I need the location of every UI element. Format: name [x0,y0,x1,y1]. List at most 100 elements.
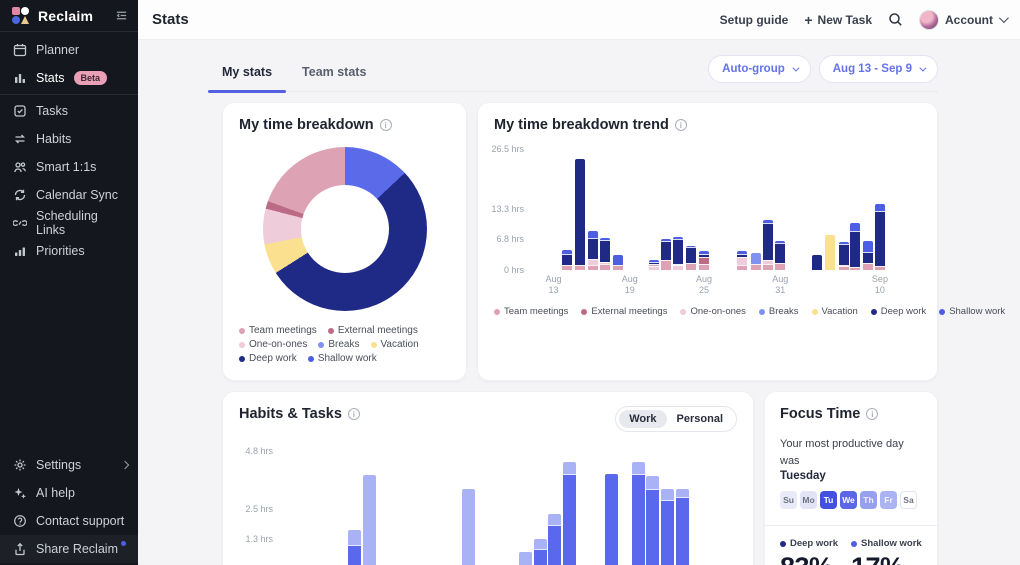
y-tick-label: 2.5 hrs [245,503,273,514]
info-icon[interactable]: i [379,119,392,131]
weekday-chip: Mo [800,491,817,509]
x-tick-label: Aug 25 [695,274,712,295]
chevron-down-icon [792,64,800,72]
stacked-bar [587,231,598,270]
toggle-option-personal[interactable]: Personal [676,413,723,425]
habit-segment [562,462,576,474]
sidebar-nav: Planner Stats Beta Tasks Habits Smart 1:… [0,32,138,265]
info-icon[interactable]: i [674,119,687,131]
deep-segment [811,254,822,270]
habits-chart: 4.8 hrs 2.5 hrs 1.3 hrs [239,438,737,565]
legend-item: Deep work [239,353,297,364]
collapse-sidebar-icon[interactable] [115,9,128,22]
legend-dot [811,308,818,315]
team-segment [574,265,585,270]
legend-dot [370,341,377,348]
stacked-bar [649,260,660,270]
shallow-segment [774,241,785,243]
setup-guide-link[interactable]: Setup guide [719,12,789,27]
new-task-button[interactable]: + New Task [804,12,872,28]
legend-dot [239,355,245,362]
shallow-segment [698,250,709,255]
one-segment [673,265,684,270]
card-title: My time breakdown [239,117,374,133]
divider [765,525,937,526]
card-title: Focus Time [780,406,861,422]
sidebar-item-smart-11s[interactable]: Smart 1:1s [0,153,138,181]
sidebar-item-tasks[interactable]: Tasks [0,97,138,125]
reclaim-logo [12,6,30,25]
task-segment [632,473,646,565]
toggle-option-work[interactable]: Work [619,410,667,428]
sidebar-item-contact-support[interactable]: Contact support [0,507,138,535]
account-menu[interactable]: Account [919,9,1009,30]
legend-dot [581,308,588,315]
y-tick-label: 6.8 hrs [496,233,524,244]
sidebar-item-ai-help[interactable]: AI help [0,479,138,507]
app-name: Reclaim [38,7,94,24]
notification-dot [120,541,126,546]
shallow-segment [863,240,874,253]
legend-item: One-on-ones [239,339,307,350]
one-segment [762,259,773,264]
sidebar-item-label: Calendar Sync [36,188,118,202]
team-segment [774,262,785,270]
sidebar-item-label: Stats [36,71,65,85]
sidebar-item-priorities[interactable]: Priorities [0,237,138,265]
legend-item: Shallow work [939,306,1005,317]
deep-segment [686,246,697,264]
sidebar-item-share-reclaim[interactable]: Share Reclaim [0,535,138,563]
shallow-segment [587,231,598,239]
people-icon [14,162,26,173]
info-icon[interactable]: i [347,408,360,420]
legend-dot [327,327,334,334]
sidebar-item-settings[interactable]: Settings [0,451,138,479]
tab-team-stats[interactable]: Team stats [302,65,367,79]
shallow-segment [762,220,773,223]
shallow-segment [661,238,672,242]
x-axis-labels: Aug 13 Aug 19 Aug 25 Aug 31 Sep 10 [530,270,921,295]
weekday-chip: Tu [820,491,837,509]
sidebar-item-habits[interactable]: Habits [0,125,138,153]
task-segment [347,544,361,565]
sidebar-item-planner[interactable]: Planner [0,36,138,64]
sidebar-item-label: Habits [36,132,72,146]
stacked-bar [347,529,361,565]
one-segment [736,257,747,265]
help-circle-icon [14,515,26,527]
shallow-segment [736,250,747,255]
deep-segment [698,254,709,258]
search-icon[interactable] [888,12,903,27]
info-icon[interactable]: i [866,408,879,420]
legend-item: One-on-ones [680,306,746,317]
sidebar-item-scheduling-links[interactable]: Scheduling Links [0,209,138,237]
stacked-bar [604,473,618,565]
date-range-dropdown[interactable]: Aug 13 - Sep 9 [818,55,938,83]
deep-segment [762,222,773,260]
habit-segment [675,488,689,498]
stacked-bar [736,250,747,270]
sidebar-item-calendar-sync[interactable]: Calendar Sync [0,181,138,209]
stacked-bar [774,241,785,270]
legend-dot [758,308,765,315]
top-bar: Stats Setup guide + New Task Account [138,0,1020,40]
tab-my-stats[interactable]: My stats [207,55,287,93]
deep-segment [863,252,874,264]
sidebar: Reclaim Planner Stats Beta Tasks Habits … [0,0,138,565]
y-tick-label: 1.3 hrs [245,533,273,544]
team-segment [863,263,874,270]
team-segment [850,266,861,270]
one-segment [599,262,610,265]
stats-content: My stats Team stats Auto-group Aug 13 - … [138,40,1020,565]
trend-legend: Team meetings External meetings One-on-one… [494,306,1005,317]
team-segment [750,264,761,270]
y-tick-label: 26.5 hrs [491,144,524,154]
legend-dot [870,308,877,315]
weekday-chip: We [840,491,857,509]
deep-segment [649,261,660,264]
task-segment [562,473,576,565]
sidebar-item-stats[interactable]: Stats Beta [0,64,138,92]
priorities-icon [15,247,25,256]
auto-group-dropdown[interactable]: Auto-group [708,55,811,83]
chevron-down-icon [998,13,1009,24]
